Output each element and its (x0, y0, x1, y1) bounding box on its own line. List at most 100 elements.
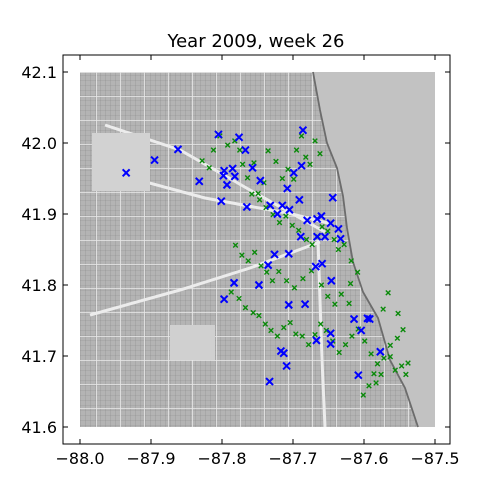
green-x-marker (256, 312, 262, 319)
green-x-marker (324, 228, 331, 234)
blue-x-marker (356, 326, 366, 335)
blue-x-marker (278, 201, 287, 210)
green-x-marker (290, 176, 297, 183)
scatter-points (121, 126, 411, 398)
green-x-marker (338, 291, 345, 298)
green-x-marker (324, 293, 331, 300)
blue-x-marker (282, 361, 291, 371)
blue-x-marker (273, 209, 282, 219)
blue-x-marker (365, 314, 374, 324)
green-x-marker (394, 335, 401, 342)
green-x-marker (395, 310, 401, 317)
green-x-marker (199, 157, 205, 164)
y-tick-label: 41.7 (21, 347, 57, 366)
green-x-marker (293, 331, 299, 337)
blue-x-marker (121, 168, 131, 178)
green-x-marker (276, 268, 282, 275)
x-tick-label: −87.8 (197, 449, 246, 468)
y-tick-label: 41.9 (21, 205, 57, 224)
blue-x-marker (256, 176, 265, 185)
blue-x-marker (300, 299, 310, 309)
green-x-marker (398, 363, 405, 369)
green-x-marker (283, 213, 289, 219)
green-x-marker (387, 342, 394, 349)
blue-x-marker (289, 168, 298, 178)
green-x-marker (385, 290, 391, 296)
green-x-marker (303, 236, 310, 243)
blue-x-marker (317, 259, 327, 268)
green-x-marker (293, 147, 300, 153)
green-x-marker (305, 341, 312, 348)
blue-x-marker (270, 250, 279, 259)
green-x-marker (331, 236, 337, 243)
green-x-marker (224, 142, 231, 148)
green-x-marker (276, 219, 283, 226)
blue-x-marker (242, 202, 252, 212)
green-x-marker (232, 242, 239, 249)
blue-x-marker (312, 232, 322, 241)
green-x-marker (274, 333, 281, 339)
green-x-marker (332, 301, 338, 307)
blue-x-marker (265, 377, 274, 386)
blue-x-marker (276, 346, 286, 356)
blue-x-marker (266, 201, 275, 210)
green-x-marker (341, 241, 347, 248)
green-x-marker (291, 285, 298, 291)
blue-x-marker (320, 232, 330, 241)
green-x-marker (285, 166, 291, 173)
blue-x-marker (222, 180, 232, 190)
blue-x-marker (285, 205, 294, 214)
green-x-marker (323, 327, 330, 334)
green-x-marker (236, 295, 242, 302)
blue-x-marker (336, 234, 345, 244)
green-x-marker (312, 138, 318, 144)
green-x-marker (236, 147, 243, 153)
green-x-marker (210, 147, 217, 153)
x-tick-label: −88.0 (55, 449, 104, 468)
map-park-south (170, 325, 215, 360)
blue-x-marker (219, 294, 229, 304)
green-x-marker (295, 227, 302, 234)
green-x-marker (269, 277, 276, 284)
blue-x-marker (195, 177, 204, 186)
green-x-marker (239, 252, 245, 258)
green-x-marker (249, 191, 255, 197)
map-background (63, 55, 450, 444)
green-x-marker (273, 158, 279, 165)
x-tick-label: −87.5 (410, 449, 459, 468)
x-tick-label: −87.7 (268, 449, 317, 468)
y-tick-label: 41.6 (21, 418, 57, 437)
green-x-marker (255, 190, 262, 197)
green-x-marker (244, 174, 251, 181)
green-x-marker (336, 349, 342, 356)
green-x-marker (317, 150, 323, 157)
green-x-marker (239, 161, 246, 168)
green-x-marker (250, 309, 257, 316)
green-x-marker (319, 223, 325, 230)
green-x-marker (368, 351, 374, 357)
x-tick-label: −87.6 (339, 449, 388, 468)
green-x-marker (287, 319, 293, 326)
green-x-marker (302, 154, 309, 160)
blue-x-marker (302, 216, 312, 225)
green-x-marker (261, 179, 267, 186)
green-x-marker (317, 321, 324, 327)
green-x-marker (262, 321, 269, 327)
green-x-marker (360, 392, 367, 398)
blue-x-marker (295, 195, 304, 205)
blue-x-marker (298, 126, 308, 135)
blue-x-marker (312, 336, 321, 345)
y-tick-label: 42.1 (21, 63, 57, 82)
green-x-marker (373, 380, 379, 386)
green-x-marker (371, 370, 377, 377)
blue-x-marker (326, 329, 335, 338)
blue-x-marker (229, 278, 239, 288)
green-x-marker (280, 324, 287, 331)
green-x-marker (318, 282, 325, 288)
blue-x-marker (354, 370, 363, 380)
blue-x-marker (334, 224, 343, 234)
blue-x-marker (150, 155, 159, 165)
green-x-marker (268, 327, 274, 334)
green-x-marker (346, 300, 352, 307)
green-x-marker (374, 361, 381, 367)
